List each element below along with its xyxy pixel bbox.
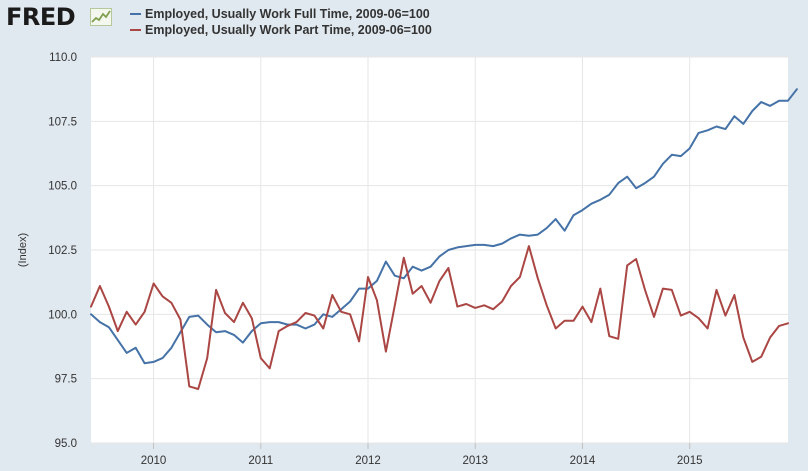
series-lines	[90, 88, 798, 390]
y-tick-label: 100.0	[48, 309, 77, 321]
chart-legend: Employed, Usually Work Full Time, 2009-0…	[130, 6, 432, 38]
x-tick-label: 2010	[141, 455, 167, 467]
y-axis: 95.0 97.5 100.0 102.5 105.0 107.5 110.0	[48, 52, 77, 450]
x-tick-label: 2015	[677, 455, 703, 467]
fred-logo[interactable]: FRED	[6, 3, 76, 31]
x-tick-label: 2011	[248, 455, 273, 467]
gridlines	[91, 56, 788, 444]
legend-swatch-full-time	[130, 13, 141, 15]
y-tick-label: 97.5	[55, 374, 77, 386]
x-tick-label: 2012	[355, 455, 381, 467]
y-tick-label: 102.5	[48, 245, 77, 257]
series-line-part-time[interactable]	[90, 245, 789, 390]
y-tick-label: 107.5	[48, 116, 77, 128]
legend-label-part-time: Employed, Usually Work Part Time, 2009-0…	[145, 23, 432, 37]
legend-label-full-time: Employed, Usually Work Full Time, 2009-0…	[145, 7, 430, 21]
x-axis: 2010 2011 2012 2013 2014 2015	[141, 443, 703, 467]
header: FRED Employed, Usually Work Full Time, 2…	[0, 0, 808, 44]
x-tick-label: 2014	[570, 455, 596, 467]
legend-item-part-time[interactable]: Employed, Usually Work Part Time, 2009-0…	[130, 22, 432, 38]
x-tick-label: 2013	[462, 455, 488, 467]
y-tick-label: 110.0	[49, 52, 77, 64]
line-chart-icon	[90, 8, 112, 26]
legend-item-full-time[interactable]: Employed, Usually Work Full Time, 2009-0…	[130, 6, 432, 22]
y-axis-title: (Index)	[17, 233, 29, 267]
y-tick-label: 95.0	[55, 438, 77, 450]
y-tick-label: 105.0	[48, 181, 77, 193]
series-line-full-time[interactable]	[90, 88, 798, 365]
legend-swatch-part-time	[130, 29, 141, 31]
